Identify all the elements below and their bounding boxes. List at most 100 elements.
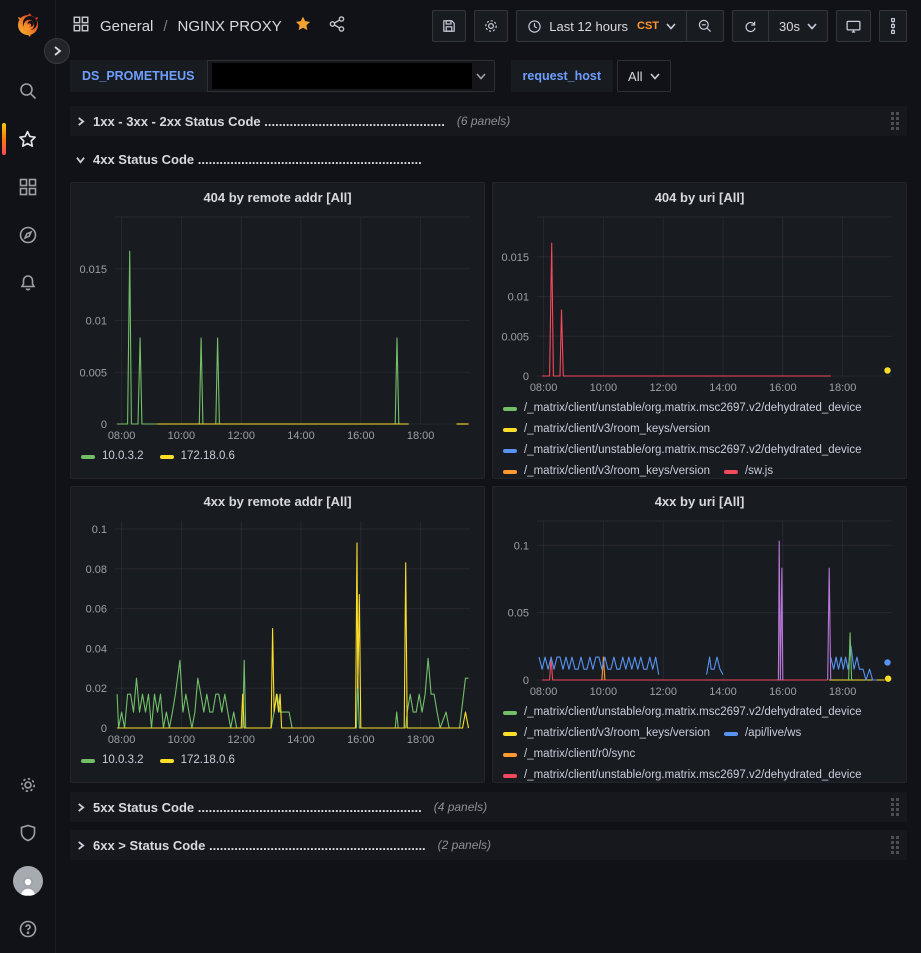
request-host-variable-label[interactable]: request_host	[510, 60, 614, 92]
row-6xx-status-code[interactable]: 6xx > Status Code ......................…	[70, 830, 907, 860]
star-filled-icon[interactable]	[294, 15, 312, 38]
legend-swatch	[503, 752, 517, 757]
legend-item[interactable]: /api/live/ws	[723, 723, 802, 744]
svg-text:16:00: 16:00	[769, 686, 797, 698]
time-series-chart[interactable]: 0 0.005 0.01 0.015 08:00 10:00 12:00 14:00 16:00…	[71, 211, 484, 444]
panel: 404 by uri [All] 0 0.005 0.01 0.015 08:00 10:0…	[492, 182, 907, 479]
legend-item[interactable]: /_matrix/client/unstable/org.matrix.msc2…	[503, 702, 862, 723]
legend: 10.0.3.2 172.18.0.6	[71, 748, 484, 782]
cycle-view-monitor-button[interactable]	[836, 10, 871, 42]
save-dashboard-button[interactable]	[432, 10, 467, 42]
help-icon[interactable]	[0, 905, 56, 953]
alerting-bell-icon[interactable]	[0, 259, 56, 307]
legend-item[interactable]: 172.18.0.6	[159, 750, 235, 771]
time-range-picker[interactable]: Last 12 hours CST	[517, 11, 686, 41]
legend: /_matrix/client/unstable/org.matrix.msc2…	[493, 700, 906, 782]
chart-svg: 0 0.05 0.1 08:00 10:00 12:00 14:00 16:00 18:00	[508, 520, 892, 698]
svg-text:10:00: 10:00	[168, 430, 196, 442]
row-4xx-status-code[interactable]: 4xx Status Code ........................…	[70, 144, 907, 174]
breadcrumb-folder[interactable]: General	[100, 17, 154, 35]
expand-sidebar-button[interactable]	[44, 38, 70, 64]
svg-text:08:00: 08:00	[108, 430, 136, 442]
kebab-menu-button[interactable]	[879, 10, 907, 42]
share-icon[interactable]	[328, 15, 346, 38]
refresh-button[interactable]	[733, 11, 768, 41]
timezone-label: CST	[637, 20, 660, 32]
datasource-variable-label[interactable]: DS_PROMETHEUS	[70, 60, 207, 92]
breadcrumb-dashboard-title[interactable]: NGINX PROXY	[177, 17, 282, 35]
row-title: 1xx - 3xx - 2xx Status Code ............…	[93, 113, 445, 129]
svg-text:16:00: 16:00	[347, 430, 375, 442]
refresh-group: 30s	[732, 10, 828, 42]
svg-text:0.05: 0.05	[508, 608, 529, 620]
legend-item[interactable]: /_matrix/client/v3/room_keys/version	[503, 723, 710, 744]
datasource-variable-value[interactable]	[206, 60, 495, 92]
svg-text:18:00: 18:00	[407, 430, 435, 442]
legend-item[interactable]: /_matrix/client/v3/room_keys/version	[503, 461, 710, 478]
legend-item[interactable]: /_matrix/client/v3/room_keys/version	[503, 419, 710, 440]
request-host-variable-value[interactable]: All	[617, 60, 672, 92]
row-5xx-status-code[interactable]: 5xx Status Code ........................…	[70, 792, 907, 822]
svg-text:10:00: 10:00	[590, 686, 618, 698]
legend-item[interactable]: /_matrix/client/unstable/org.matrix.msc2…	[503, 765, 862, 782]
svg-text:0.015: 0.015	[501, 252, 529, 264]
explore-compass-icon[interactable]	[0, 211, 56, 259]
time-series-chart[interactable]: 0 0.02 0.04 0.06 0.08 0.1 08:00 10:00 12:00 14:00…	[71, 515, 484, 748]
panel-title[interactable]: 4xx by remote addr [All]	[203, 493, 352, 509]
row-title: 5xx Status Code ........................…	[93, 799, 422, 815]
panel: 4xx by uri [All] 0 0.05 0.1 08:00 10:00 12:00 1…	[492, 486, 907, 783]
row-drag-handle[interactable]	[891, 112, 899, 130]
dashboard-submenu: DS_PROMETHEUS request_host All	[56, 52, 921, 104]
time-series-chart[interactable]: 0 0.05 0.1 08:00 10:00 12:00 14:00 16:00 18:00	[493, 515, 906, 700]
legend-swatch	[503, 773, 517, 778]
legend-swatch	[81, 454, 95, 459]
top-nav: General / NGINX PROXY Last 12 hours CST	[56, 0, 921, 52]
breadcrumb-separator: /	[163, 17, 168, 35]
grafana-logo[interactable]	[13, 10, 43, 45]
legend-item[interactable]: /_matrix/client/r0/sync	[503, 744, 635, 765]
legend-label: /_matrix/client/unstable/org.matrix.msc2…	[524, 444, 862, 456]
legend-swatch	[159, 758, 174, 763]
panel-title[interactable]: 404 by remote addr [All]	[203, 189, 352, 205]
dashboard-canvas: 1xx - 3xx - 2xx Status Code ............…	[56, 104, 921, 860]
chart-svg: 0 0.005 0.01 0.015 08:00 10:00 12:00 14:00 16:00…	[79, 216, 470, 442]
svg-text:12:00: 12:00	[649, 686, 677, 698]
user-avatar[interactable]	[0, 857, 56, 905]
svg-text:0.01: 0.01	[86, 316, 107, 328]
legend-item[interactable]: 172.18.0.6	[159, 446, 235, 467]
legend-label: /_matrix/client/v3/room_keys/version	[524, 727, 710, 739]
svg-text:0.005: 0.005	[501, 331, 529, 343]
server-admin-shield-icon[interactable]	[0, 809, 56, 857]
zoom-out-button[interactable]	[686, 11, 723, 41]
row-1xx-3xx-2xx-status-code[interactable]: 1xx - 3xx - 2xx Status Code ............…	[70, 106, 907, 136]
panel-title[interactable]: 404 by uri [All]	[654, 189, 745, 205]
time-range-label: Last 12 hours	[549, 18, 629, 34]
legend-item[interactable]: 10.0.3.2	[81, 750, 144, 771]
refresh-interval-dropdown[interactable]: 30s	[768, 11, 827, 41]
legend-swatch	[503, 469, 517, 474]
configuration-gear-icon[interactable]	[0, 761, 56, 809]
legend-item[interactable]: /_matrix/client/unstable/org.matrix.msc2…	[503, 440, 862, 461]
legend-label: /_matrix/client/unstable/org.matrix.msc2…	[524, 769, 862, 781]
legend-item[interactable]: /sw.js	[723, 461, 773, 478]
sidebar	[0, 0, 56, 953]
row-drag-handle[interactable]	[891, 836, 899, 854]
dashboard-settings-button[interactable]	[474, 10, 509, 42]
legend-label: /api/live/ws	[744, 727, 802, 739]
row-drag-handle[interactable]	[891, 798, 899, 816]
legend-item[interactable]: 10.0.3.2	[81, 446, 144, 467]
dashboards-icon[interactable]	[0, 163, 56, 211]
search-icon[interactable]	[0, 67, 56, 115]
legend-swatch	[723, 731, 738, 736]
legend: /_matrix/client/unstable/org.matrix.msc2…	[493, 396, 906, 478]
starred-icon[interactable]	[0, 115, 56, 163]
datasource-value-redacted	[211, 63, 472, 89]
panel-title[interactable]: 4xx by uri [All]	[654, 493, 745, 509]
svg-text:08:00: 08:00	[108, 734, 136, 746]
legend-swatch	[81, 758, 95, 763]
time-series-chart[interactable]: 0 0.005 0.01 0.015 08:00 10:00 12:00 14:00 16:00…	[493, 211, 906, 396]
time-picker-group: Last 12 hours CST	[516, 10, 725, 42]
svg-text:0.04: 0.04	[86, 643, 107, 655]
dashboards-grid-icon[interactable]	[72, 15, 90, 38]
legend-item[interactable]: /_matrix/client/unstable/org.matrix.msc2…	[503, 398, 862, 419]
